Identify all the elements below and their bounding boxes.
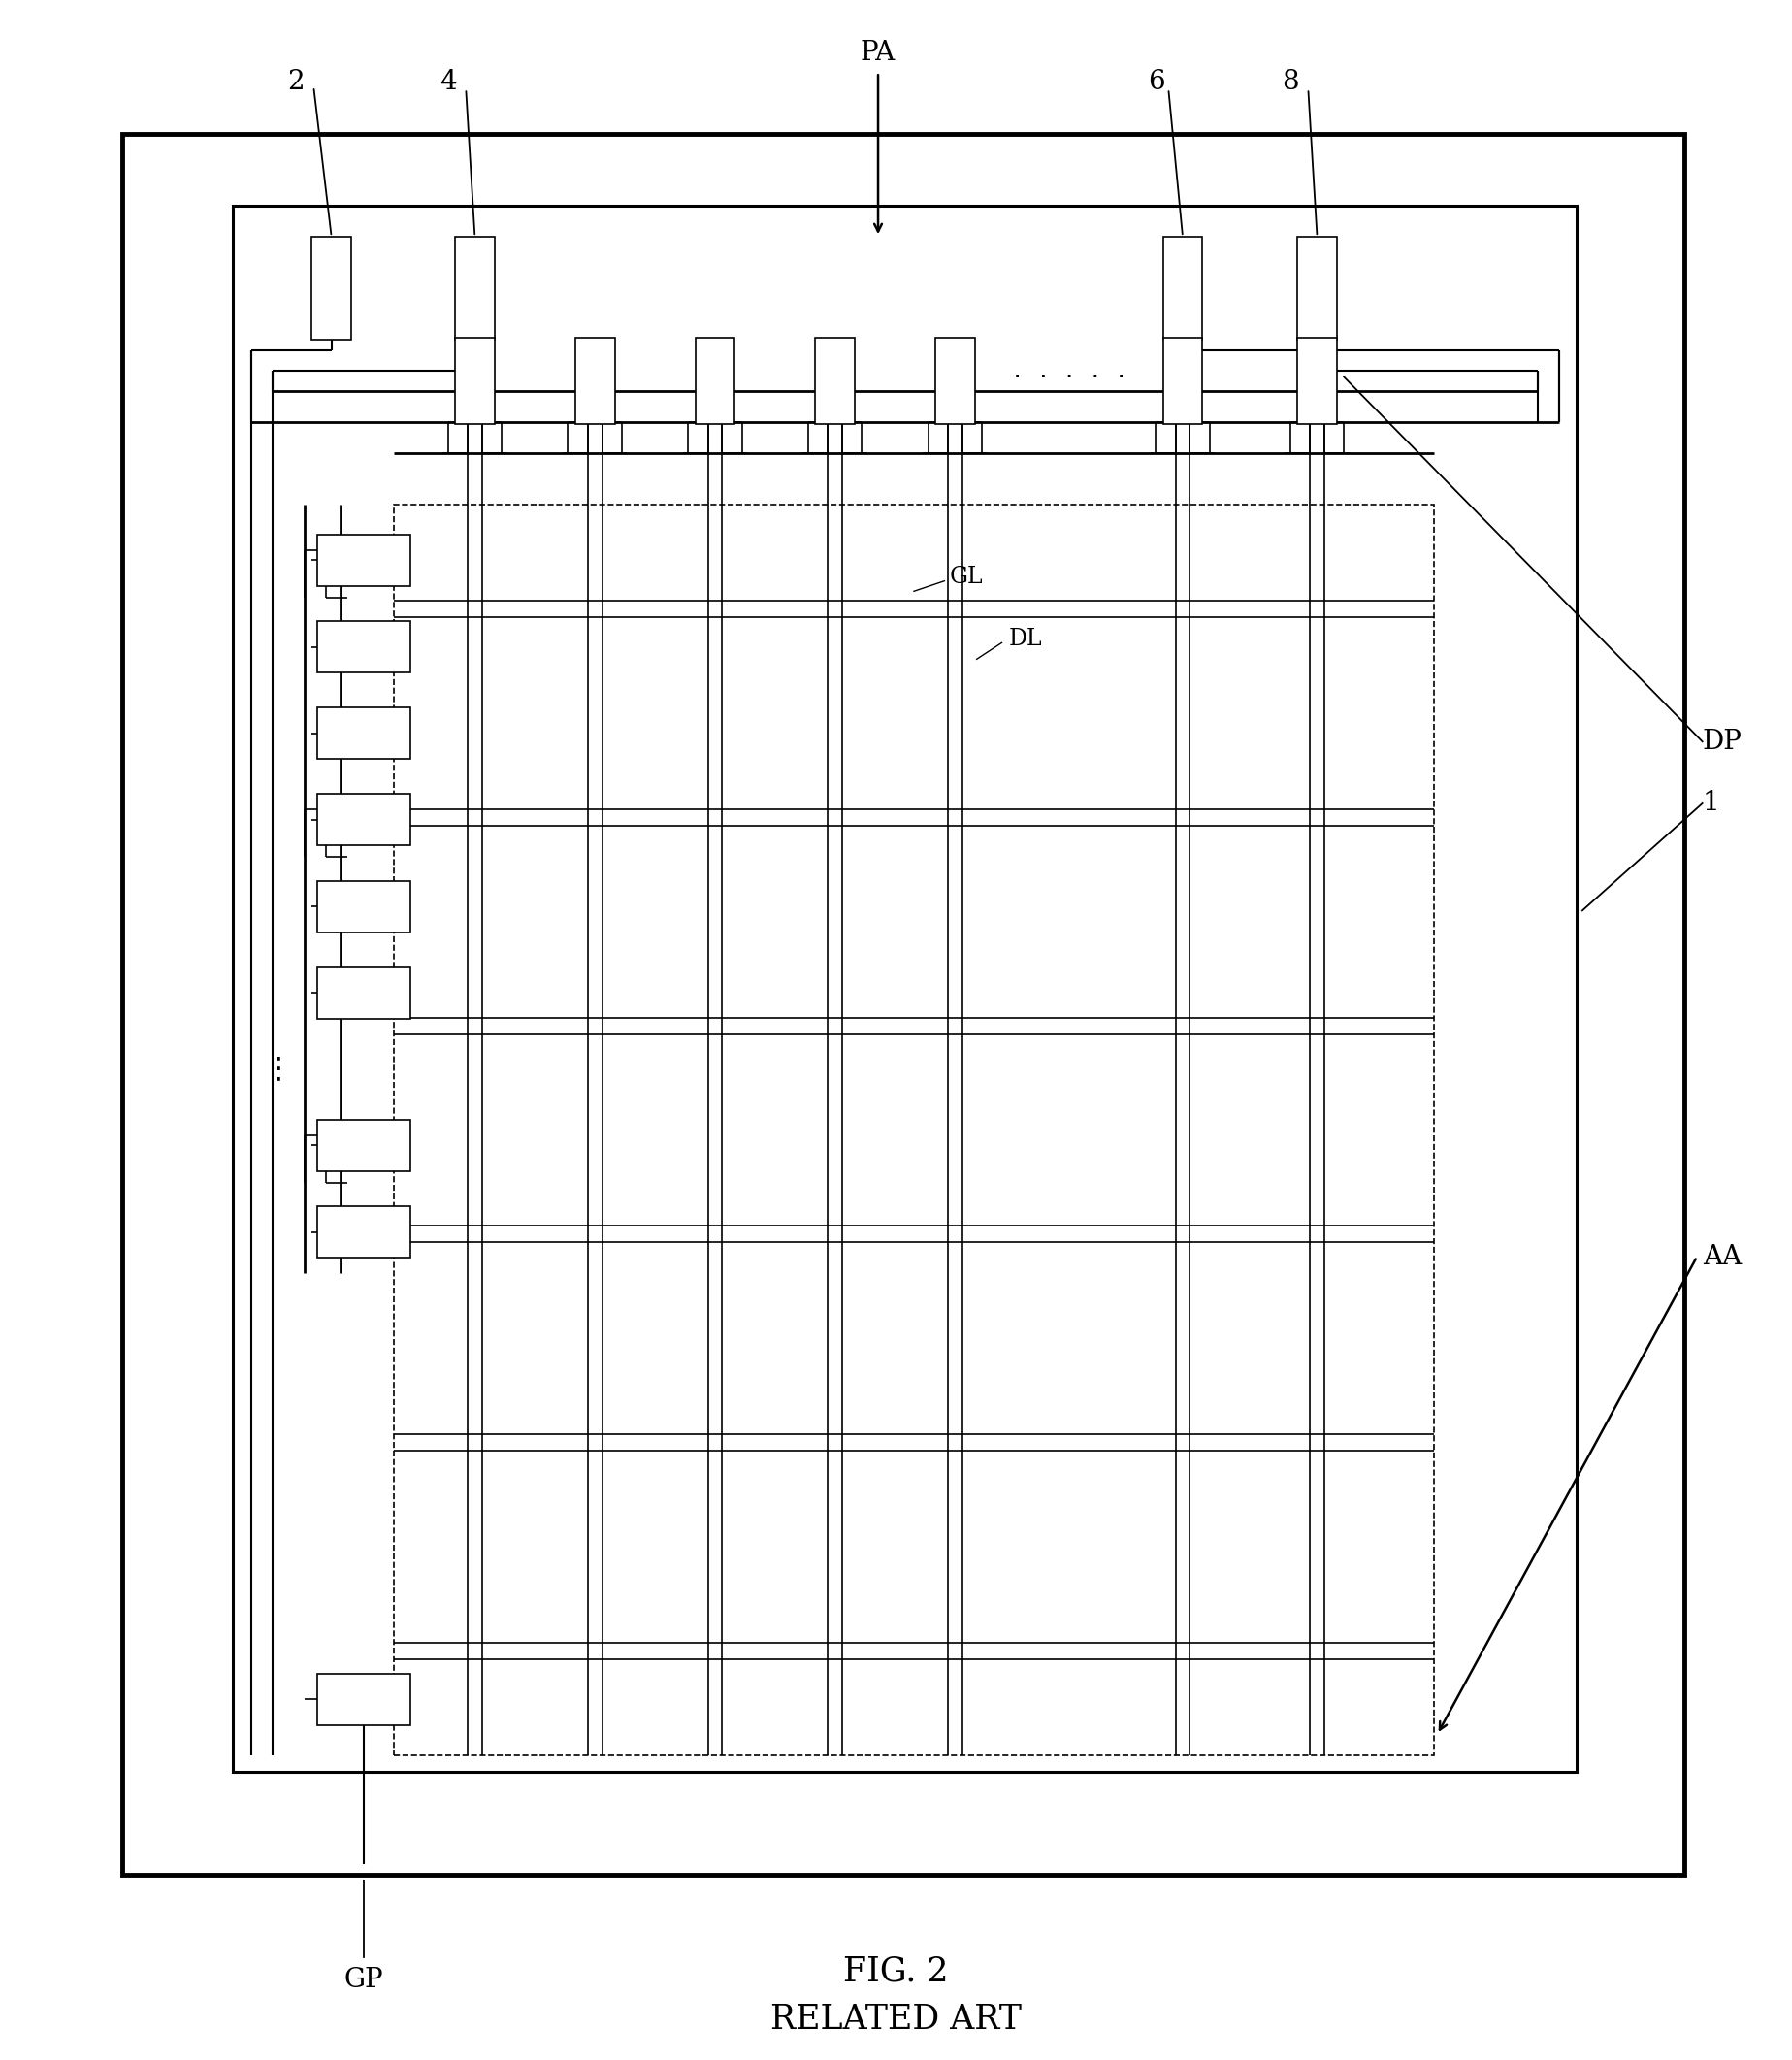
Bar <box>122 134 1684 1875</box>
Bar <box>455 338 495 424</box>
Bar <box>312 237 351 340</box>
Bar <box>695 338 735 424</box>
Bar <box>935 338 975 424</box>
Text: GP: GP <box>344 1967 383 1994</box>
Bar <box>317 966 410 1018</box>
Bar <box>394 505 1434 1755</box>
Text: FIG. 2: FIG. 2 <box>844 1955 948 1988</box>
Text: 4: 4 <box>439 70 457 95</box>
Bar <box>1163 237 1202 340</box>
Bar <box>1297 237 1337 340</box>
Bar <box>317 1205 410 1257</box>
Bar <box>575 338 615 424</box>
Bar <box>1297 338 1337 424</box>
Bar <box>317 880 410 931</box>
Text: DP: DP <box>1702 729 1742 754</box>
Bar <box>233 206 1577 1772</box>
Bar <box>317 1673 410 1726</box>
Bar <box>317 1121 410 1170</box>
Text: 1: 1 <box>1702 791 1720 816</box>
Bar <box>317 534 410 585</box>
Bar <box>815 338 855 424</box>
Text: DL: DL <box>1009 628 1043 649</box>
Text: · · · · ·: · · · · · <box>1011 367 1127 387</box>
Bar <box>455 237 495 340</box>
Bar <box>317 793 410 845</box>
Text: GL: GL <box>950 567 984 587</box>
Text: 6: 6 <box>1147 70 1165 95</box>
Text: ⋮: ⋮ <box>263 1055 292 1084</box>
Bar <box>317 707 410 758</box>
Text: 2: 2 <box>287 70 305 95</box>
Text: PA: PA <box>860 39 896 66</box>
Bar <box>1163 338 1202 424</box>
Text: RELATED ART: RELATED ART <box>771 2002 1021 2035</box>
Text: 8: 8 <box>1281 70 1299 95</box>
Bar <box>317 620 410 672</box>
Text: AA: AA <box>1702 1244 1742 1269</box>
